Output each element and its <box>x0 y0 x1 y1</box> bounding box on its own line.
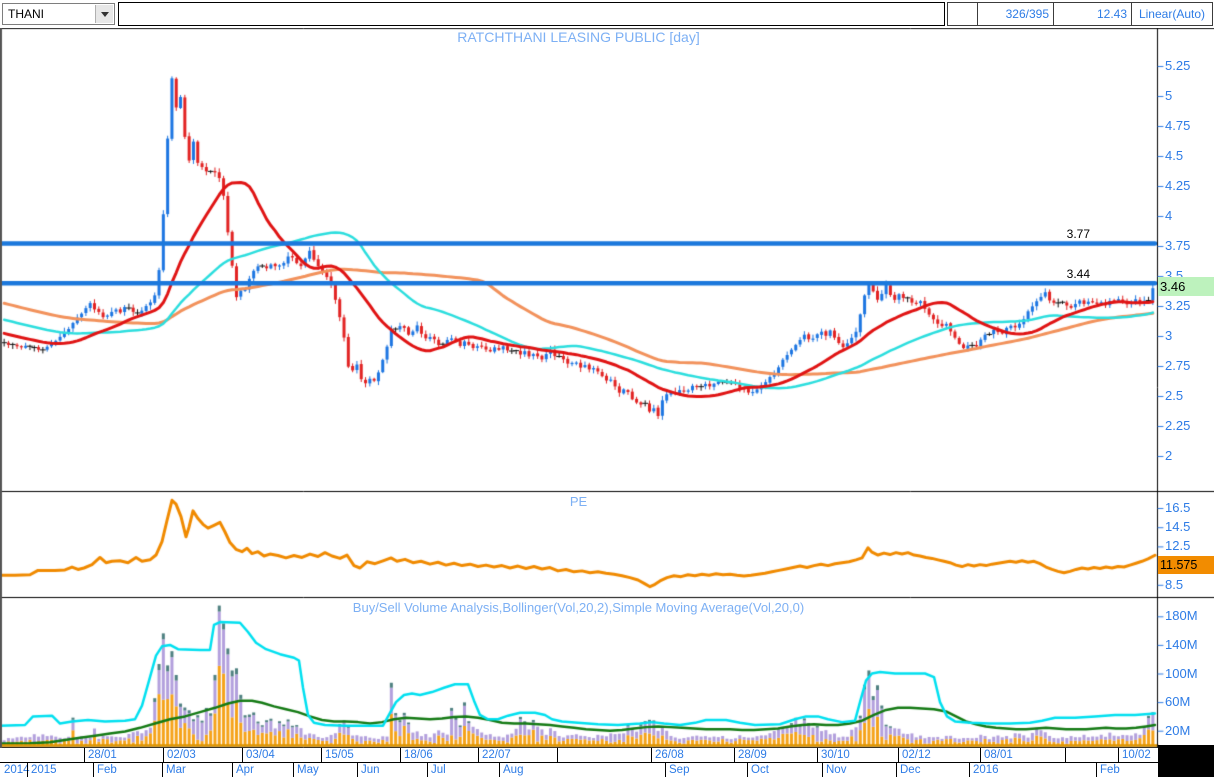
volume-panel-title: Buy/Sell Volume Analysis,Bollinger(Vol,2… <box>352 600 805 615</box>
month-separator <box>896 763 897 777</box>
price-panel-title: RATCHTHANI LEASING PUBLIC [day] <box>457 29 700 45</box>
date-label: 15/05 <box>325 749 354 761</box>
price-tick-label: 3 <box>1165 328 1173 343</box>
price-tick-label: 4.75 <box>1165 118 1191 133</box>
symbol-value: THANI <box>8 7 44 21</box>
volume-tick-label: 20M <box>1165 722 1191 738</box>
month-separator <box>27 763 28 777</box>
pe-panel-title: PE <box>569 494 588 509</box>
price-tick-label: 2 <box>1165 448 1173 463</box>
dropdown-button[interactable] <box>95 5 113 23</box>
date-label: 08/01 <box>984 749 1013 761</box>
date-separator <box>557 748 558 762</box>
date-axis-row: 28/01 02/03 03/04 15/05 18/06 22/07 26/08 28/09… <box>0 748 1214 762</box>
date-separator <box>84 748 85 762</box>
date-separator <box>817 748 818 762</box>
date-label: 02/12 <box>902 749 931 761</box>
month-label: Jul <box>431 764 446 776</box>
month-separator <box>1096 763 1097 777</box>
pe-tick-label: 8.5 <box>1165 576 1184 592</box>
date-label: 10/02 <box>1122 749 1151 761</box>
month-separator <box>232 763 233 777</box>
date-label: 18/06 <box>404 749 433 761</box>
month-label: Feb <box>97 764 117 776</box>
month-axis-row: 2014 2015 Feb Mar Apr May Jun Jul Aug Sep Oct Nov De… <box>0 762 1214 777</box>
corner-black-box <box>1158 745 1214 777</box>
date-separator <box>1118 748 1119 762</box>
month-label: Apr <box>236 764 254 776</box>
date-label: 02/03 <box>167 749 196 761</box>
toolbar: THANI 326/395 12.43 Linear(Auto) <box>0 0 1214 28</box>
volume-tick-label: 180M <box>1165 608 1198 624</box>
month-separator <box>747 763 748 777</box>
value-readout: 12.43 <box>1053 2 1132 26</box>
date-label: 28/09 <box>738 749 767 761</box>
price-tick-label: 2.25 <box>1165 418 1191 433</box>
month-label: Feb <box>1100 764 1120 776</box>
bar-counter-readout: 326/395 <box>977 2 1054 26</box>
month-label: 2015 <box>31 764 57 776</box>
month-label: Jun <box>361 764 380 776</box>
month-label: Sep <box>669 764 690 776</box>
support-line-label: 3.44 <box>1066 267 1090 281</box>
toolbar-empty-cell <box>947 2 978 26</box>
month-separator <box>427 763 428 777</box>
month-label: May <box>297 764 319 776</box>
price-tick-label: 5.25 <box>1165 58 1191 73</box>
volume-tick-label: 100M <box>1165 665 1198 681</box>
date-separator <box>400 748 401 762</box>
date-separator <box>651 748 652 762</box>
date-label: 26/08 <box>655 749 684 761</box>
month-label: Mar <box>166 764 186 776</box>
volume-tick-label: 60M <box>1165 694 1191 710</box>
date-separator <box>321 748 322 762</box>
last-price-marker: 3.46 <box>1158 277 1214 296</box>
date-separator <box>242 748 243 762</box>
month-separator <box>293 763 294 777</box>
date-separator <box>163 748 164 762</box>
price-tick-label: 4.5 <box>1165 148 1184 163</box>
month-label: 2014 <box>4 764 30 776</box>
scale-mode-button[interactable]: Linear(Auto) <box>1131 2 1213 26</box>
month-separator <box>162 763 163 777</box>
month-label: Nov <box>826 764 847 776</box>
month-label: Aug <box>503 764 524 776</box>
date-separator <box>478 748 479 762</box>
pe-value-marker: 11.575 <box>1158 556 1214 574</box>
month-label: Oct <box>751 764 769 776</box>
price-tick-label: 3.75 <box>1165 238 1191 253</box>
date-separator <box>898 748 899 762</box>
pe-tick-label: 14.5 <box>1165 519 1191 535</box>
price-tick-label: 2.5 <box>1165 388 1184 403</box>
date-separator <box>980 748 981 762</box>
price-tick-label: 3.25 <box>1165 298 1191 313</box>
month-separator <box>665 763 666 777</box>
date-separator <box>1065 748 1066 762</box>
chevron-down-icon <box>100 11 109 17</box>
price-tick-label: 5 <box>1165 88 1173 103</box>
date-label: 22/07 <box>482 749 511 761</box>
price-tick-label: 2.75 <box>1165 358 1191 373</box>
date-label: 03/04 <box>246 749 275 761</box>
month-label: 2016 <box>973 764 999 776</box>
month-separator <box>357 763 358 777</box>
pe-tick-label: 16.5 <box>1165 500 1191 515</box>
month-separator <box>969 763 970 777</box>
price-tick-label: 4.25 <box>1165 178 1191 193</box>
resistance-line-label: 3.77 <box>1066 227 1090 241</box>
month-separator <box>499 763 500 777</box>
volume-tick-label: 140M <box>1165 636 1198 652</box>
month-separator <box>822 763 823 777</box>
month-separator <box>93 763 94 777</box>
command-input[interactable] <box>118 2 945 26</box>
pe-tick-label: 12.5 <box>1165 538 1191 554</box>
date-separator <box>734 748 735 762</box>
price-tick-label: 4 <box>1165 208 1173 223</box>
date-label: 28/01 <box>88 749 117 761</box>
month-label: Dec <box>900 764 921 776</box>
symbol-combobox[interactable]: THANI <box>2 3 115 25</box>
date-label: 30/10 <box>821 749 850 761</box>
